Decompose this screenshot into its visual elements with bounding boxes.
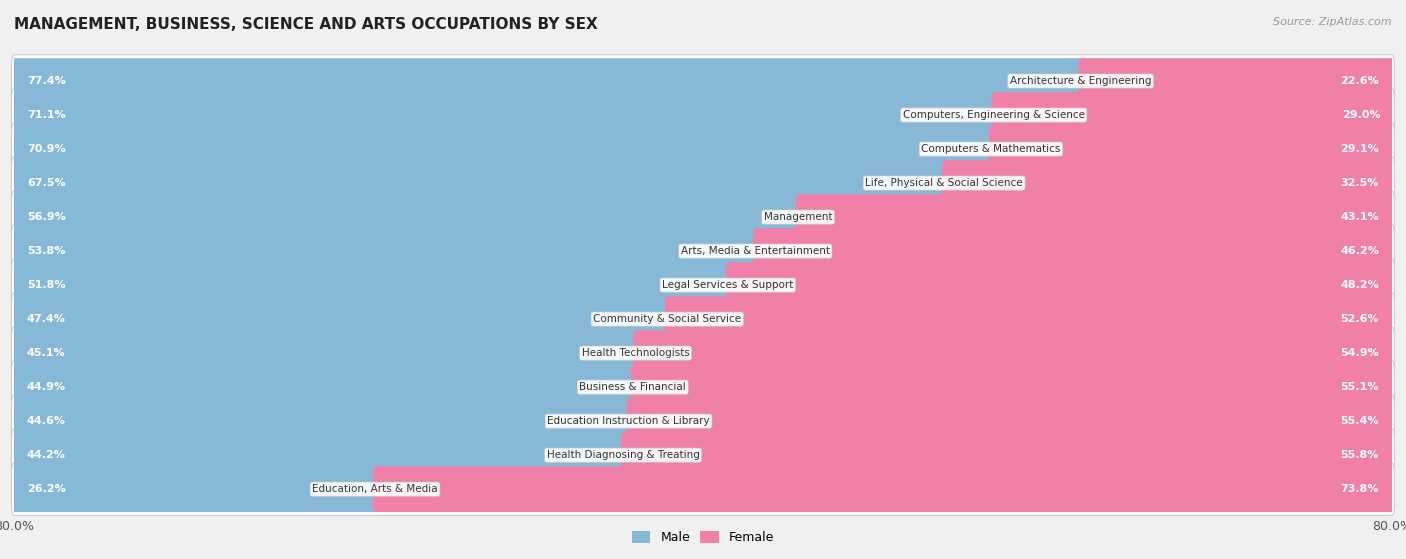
Text: Health Diagnosing & Treating: Health Diagnosing & Treating bbox=[547, 450, 700, 460]
FancyBboxPatch shape bbox=[11, 259, 1395, 311]
FancyBboxPatch shape bbox=[1078, 58, 1395, 104]
Text: Legal Services & Support: Legal Services & Support bbox=[662, 280, 793, 290]
FancyBboxPatch shape bbox=[11, 55, 1395, 107]
Text: 46.2%: 46.2% bbox=[1340, 246, 1379, 256]
Text: 55.8%: 55.8% bbox=[1341, 450, 1379, 460]
FancyBboxPatch shape bbox=[630, 364, 1395, 410]
Text: Arts, Media & Entertainment: Arts, Media & Entertainment bbox=[681, 246, 830, 256]
FancyBboxPatch shape bbox=[754, 228, 1395, 274]
FancyBboxPatch shape bbox=[11, 429, 1395, 481]
Text: 43.1%: 43.1% bbox=[1340, 212, 1379, 222]
FancyBboxPatch shape bbox=[11, 293, 1395, 345]
Text: 32.5%: 32.5% bbox=[1341, 178, 1379, 188]
FancyBboxPatch shape bbox=[11, 296, 669, 342]
Text: 56.9%: 56.9% bbox=[27, 212, 66, 222]
Text: Computers & Mathematics: Computers & Mathematics bbox=[921, 144, 1060, 154]
Text: 22.6%: 22.6% bbox=[1340, 76, 1379, 86]
Text: 55.4%: 55.4% bbox=[1340, 416, 1379, 426]
FancyBboxPatch shape bbox=[665, 296, 1395, 342]
Text: 53.8%: 53.8% bbox=[27, 246, 65, 256]
FancyBboxPatch shape bbox=[627, 399, 1395, 444]
FancyBboxPatch shape bbox=[11, 463, 1395, 515]
Text: 44.2%: 44.2% bbox=[27, 450, 66, 460]
Text: Education Instruction & Library: Education Instruction & Library bbox=[547, 416, 710, 426]
Text: 44.6%: 44.6% bbox=[27, 416, 66, 426]
FancyBboxPatch shape bbox=[11, 361, 1395, 414]
Text: Education, Arts & Media: Education, Arts & Media bbox=[312, 484, 437, 494]
Text: Source: ZipAtlas.com: Source: ZipAtlas.com bbox=[1274, 17, 1392, 27]
Text: 71.1%: 71.1% bbox=[27, 110, 66, 120]
Text: 45.1%: 45.1% bbox=[27, 348, 66, 358]
FancyBboxPatch shape bbox=[11, 123, 1395, 176]
Text: Computers, Engineering & Science: Computers, Engineering & Science bbox=[903, 110, 1085, 120]
Text: Architecture & Engineering: Architecture & Engineering bbox=[1010, 76, 1152, 86]
Text: 48.2%: 48.2% bbox=[1340, 280, 1379, 290]
Text: 44.9%: 44.9% bbox=[27, 382, 66, 392]
Text: 67.5%: 67.5% bbox=[27, 178, 66, 188]
FancyBboxPatch shape bbox=[11, 225, 1395, 277]
Text: 26.2%: 26.2% bbox=[27, 484, 66, 494]
Text: 55.1%: 55.1% bbox=[1341, 382, 1379, 392]
Text: 52.6%: 52.6% bbox=[1340, 314, 1379, 324]
FancyBboxPatch shape bbox=[11, 466, 377, 512]
Text: MANAGEMENT, BUSINESS, SCIENCE AND ARTS OCCUPATIONS BY SEX: MANAGEMENT, BUSINESS, SCIENCE AND ARTS O… bbox=[14, 17, 598, 32]
Text: 73.8%: 73.8% bbox=[1340, 484, 1379, 494]
Text: Management: Management bbox=[763, 212, 832, 222]
Text: 77.4%: 77.4% bbox=[27, 76, 66, 86]
Text: 47.4%: 47.4% bbox=[27, 314, 66, 324]
FancyBboxPatch shape bbox=[942, 160, 1395, 206]
FancyBboxPatch shape bbox=[11, 327, 1395, 380]
FancyBboxPatch shape bbox=[11, 432, 626, 478]
FancyBboxPatch shape bbox=[988, 126, 1395, 172]
Text: 54.9%: 54.9% bbox=[1340, 348, 1379, 358]
FancyBboxPatch shape bbox=[11, 89, 1395, 141]
FancyBboxPatch shape bbox=[11, 399, 631, 444]
Legend: Male, Female: Male, Female bbox=[627, 526, 779, 549]
FancyBboxPatch shape bbox=[11, 92, 995, 138]
FancyBboxPatch shape bbox=[725, 262, 1395, 308]
FancyBboxPatch shape bbox=[11, 191, 1395, 243]
Text: 29.0%: 29.0% bbox=[1341, 110, 1381, 120]
Text: 70.9%: 70.9% bbox=[27, 144, 66, 154]
Text: 51.8%: 51.8% bbox=[27, 280, 66, 290]
FancyBboxPatch shape bbox=[991, 92, 1396, 138]
FancyBboxPatch shape bbox=[11, 395, 1395, 447]
FancyBboxPatch shape bbox=[621, 432, 1395, 478]
FancyBboxPatch shape bbox=[11, 262, 730, 308]
FancyBboxPatch shape bbox=[796, 195, 1395, 240]
FancyBboxPatch shape bbox=[373, 466, 1395, 512]
FancyBboxPatch shape bbox=[11, 58, 1083, 104]
Text: Life, Physical & Social Science: Life, Physical & Social Science bbox=[865, 178, 1024, 188]
Text: 29.1%: 29.1% bbox=[1340, 144, 1379, 154]
FancyBboxPatch shape bbox=[11, 195, 800, 240]
FancyBboxPatch shape bbox=[11, 160, 946, 206]
FancyBboxPatch shape bbox=[11, 126, 993, 172]
FancyBboxPatch shape bbox=[11, 157, 1395, 209]
FancyBboxPatch shape bbox=[633, 330, 1395, 376]
FancyBboxPatch shape bbox=[11, 364, 636, 410]
Text: Health Technologists: Health Technologists bbox=[582, 348, 689, 358]
FancyBboxPatch shape bbox=[11, 330, 638, 376]
Text: Business & Financial: Business & Financial bbox=[579, 382, 686, 392]
Text: Community & Social Service: Community & Social Service bbox=[593, 314, 741, 324]
FancyBboxPatch shape bbox=[11, 228, 758, 274]
